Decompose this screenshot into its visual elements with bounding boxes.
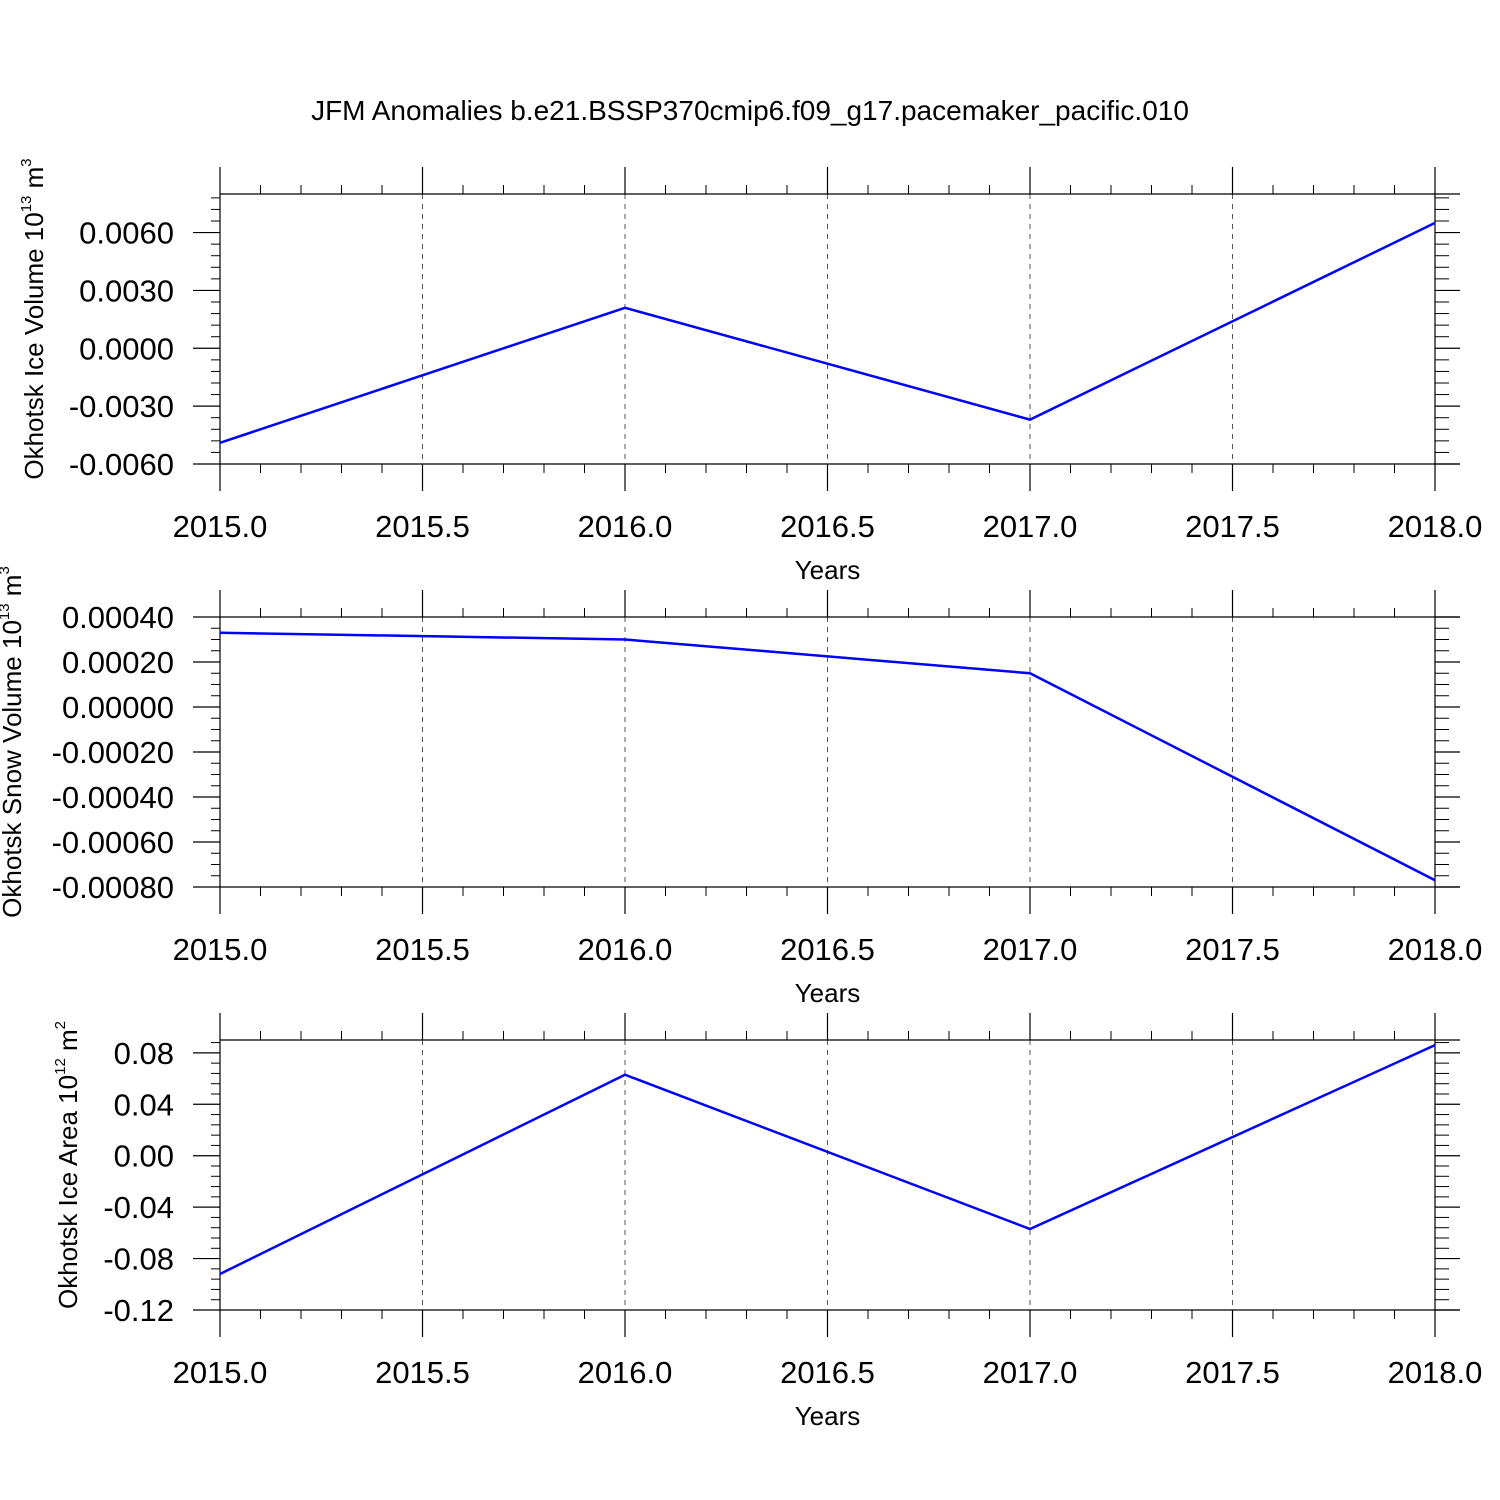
- series-line: [219, 1044, 1436, 1276]
- x-tick-label: 2017.5: [1185, 509, 1280, 544]
- y-tick-label: 0.00020: [62, 645, 174, 680]
- y-tick-label: 0.00040: [62, 600, 174, 635]
- y-tick-label: -0.00080: [52, 870, 174, 905]
- x-axis-title: Years: [795, 1401, 861, 1431]
- x-tick-label: 2015.5: [375, 509, 470, 544]
- y-tick-label: -0.00060: [52, 825, 174, 860]
- y-tick-label: -0.0060: [69, 447, 174, 482]
- x-tick-label: 2017.5: [1185, 1355, 1280, 1390]
- y-tick-label: -0.0030: [69, 389, 174, 424]
- panels: 2015.0 2015.5 2016.0 2016.5 2017.0 2017.5 2018…: [0, 158, 1482, 1431]
- y-axis-title: Okhotsk Ice Volume 1013 m3: [18, 158, 49, 479]
- y-tick-label: 0.0030: [79, 273, 174, 308]
- series-line: [219, 631, 1436, 882]
- x-tick-label: 2015.0: [173, 509, 268, 544]
- series-line: [219, 221, 1436, 444]
- panel-3: 2015.0 2015.5 2016.0 2016.5 2017.0 2017.5 2018…: [52, 1013, 1482, 1431]
- y-tick-label: 0.0060: [79, 216, 174, 251]
- y-tick-label: 0.00: [114, 1139, 174, 1174]
- y-tick-label: -0.08: [103, 1242, 174, 1277]
- y-tick-label: 0.0000: [79, 331, 174, 366]
- y-axis-title: Okhotsk Snow Volume 1013 m3: [0, 566, 27, 918]
- x-tick-label: 2017.0: [983, 932, 1078, 967]
- x-tick-label: 2015.0: [173, 1355, 268, 1390]
- x-tick-label: 2015.5: [375, 1355, 470, 1390]
- x-axis-title: Years: [795, 555, 861, 585]
- x-tick-label: 2017.5: [1185, 932, 1280, 967]
- x-tick-label: 2016.5: [780, 932, 875, 967]
- y-tick-label: -0.12: [103, 1293, 174, 1328]
- figure-title: JFM Anomalies b.e21.BSSP370cmip6.f09_g17…: [311, 95, 1189, 126]
- y-tick-label: 0.04: [114, 1087, 174, 1122]
- x-tick-label: 2016.5: [780, 1355, 875, 1390]
- y-tick-label: -0.00020: [52, 735, 174, 770]
- x-tick-label: 2018.0: [1388, 1355, 1483, 1390]
- x-tick-label: 2015.0: [173, 932, 268, 967]
- x-axis-title: Years: [795, 978, 861, 1008]
- x-tick-label: 2017.0: [983, 509, 1078, 544]
- y-tick-label: -0.00040: [52, 780, 174, 815]
- panel-2: 2015.0 2015.5 2016.0 2016.5 2017.0 2017.5 2018…: [0, 566, 1482, 1008]
- y-tick-label: -0.04: [103, 1190, 174, 1225]
- y-tick-label: 0.00000: [62, 690, 174, 725]
- x-tick-label: 2016.0: [578, 1355, 673, 1390]
- x-tick-label: 2018.0: [1388, 509, 1483, 544]
- x-tick-label: 2016.0: [578, 932, 673, 967]
- x-tick-label: 2016.5: [780, 509, 875, 544]
- x-tick-label: 2017.0: [983, 1355, 1078, 1390]
- x-tick-label: 2018.0: [1388, 932, 1483, 967]
- x-tick-label: 2016.0: [578, 509, 673, 544]
- x-tick-label: 2015.5: [375, 932, 470, 967]
- panel-1: 2015.0 2015.5 2016.0 2016.5 2017.0 2017.5 2018…: [18, 158, 1482, 585]
- y-axis-title: Okhotsk Ice Area 1012 m2: [52, 1021, 83, 1309]
- y-tick-label: 0.08: [114, 1036, 174, 1071]
